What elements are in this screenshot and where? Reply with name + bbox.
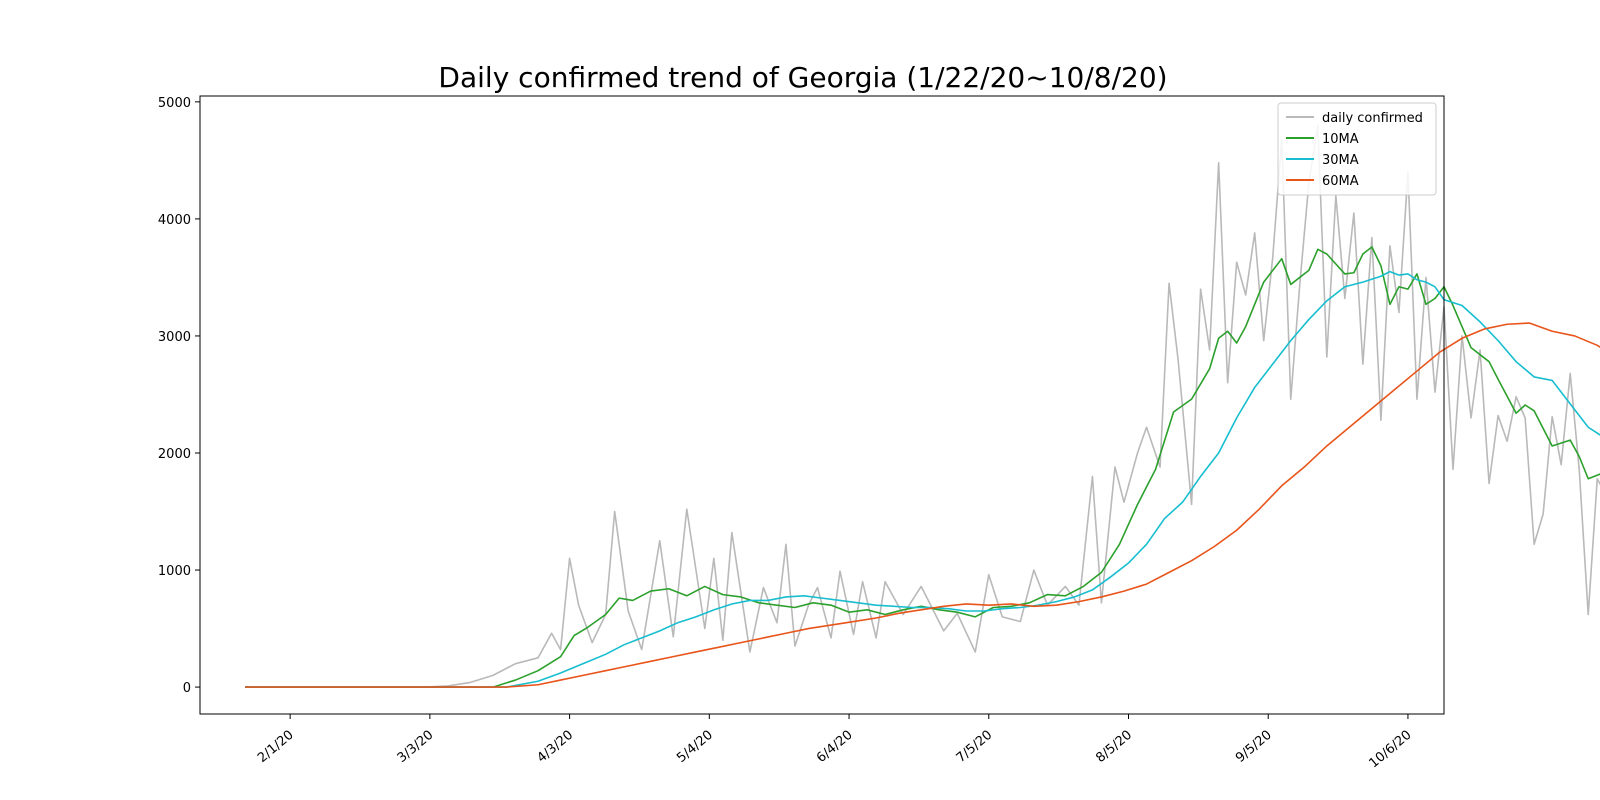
y-tick-label: 1000 xyxy=(158,564,191,579)
y-tick-label: 5000 xyxy=(158,96,191,111)
legend: daily confirmed 10MA 30MA 60MA xyxy=(1277,102,1437,196)
y-tick-label: 0 xyxy=(183,681,191,696)
legend-label: 10MA xyxy=(1322,132,1359,147)
series-layer xyxy=(245,124,1600,688)
series-line-30ma xyxy=(245,270,1600,688)
legend-label: 30MA xyxy=(1322,153,1359,168)
series-line-10ma xyxy=(245,246,1600,688)
legend-label: daily confirmed xyxy=(1322,111,1423,126)
y-tick-label: 4000 xyxy=(158,213,191,228)
chart-title: Daily confirmed trend of Georgia (1/22/2… xyxy=(438,61,1167,94)
legend-box xyxy=(1277,102,1437,196)
plot-area-frame xyxy=(199,95,1445,715)
series-line-60ma xyxy=(245,322,1600,688)
y-tick-label: 3000 xyxy=(158,330,191,345)
series-line-daily-confirmed xyxy=(245,124,1600,688)
y-tick-label: 2000 xyxy=(158,447,191,462)
legend-label: 60MA xyxy=(1322,174,1359,189)
